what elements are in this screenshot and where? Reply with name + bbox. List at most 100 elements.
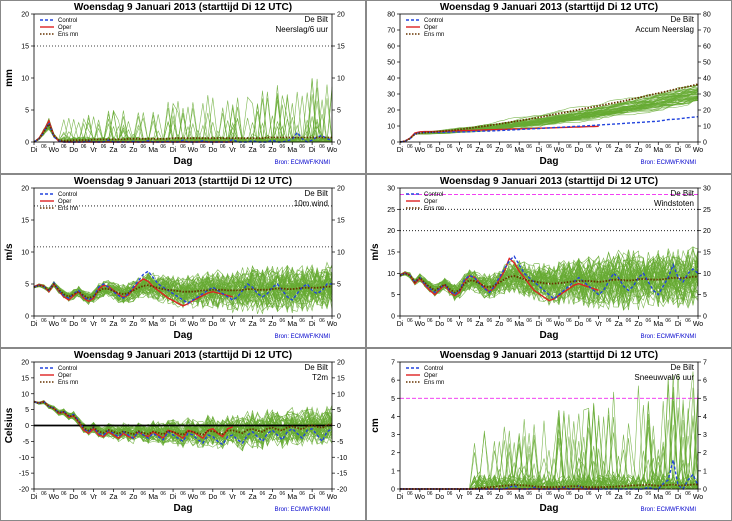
station-label: De Bilt [670, 363, 694, 372]
y-tick-label-left: 50 [387, 60, 395, 67]
y-tick-label-left: 25 [387, 207, 395, 214]
x-tick-label: Wo [693, 147, 703, 154]
accum-neerslag-panel: Woensdag 9 Januari 2013 (starttijd Di 12… [366, 0, 732, 174]
x-minor-tick-label: 06 [606, 318, 612, 324]
x-tick-label: Wo [188, 321, 198, 328]
x-tick-label: Di [397, 147, 404, 154]
x-tick-label: Do [435, 494, 444, 501]
x-minor-tick-label: 06 [101, 491, 107, 497]
x-tick-label: Do [574, 147, 583, 154]
y-tick-label-right: 5 [337, 282, 341, 289]
x-tick-label: Ma [287, 321, 297, 328]
x-minor-tick-label: 06 [220, 144, 226, 150]
x-minor-tick-label: 06 [665, 144, 671, 150]
x-tick-label: Zo [129, 494, 137, 501]
x-minor-tick-label: 06 [180, 144, 186, 150]
station-label: De Bilt [670, 15, 694, 24]
x-tick-label: Do [435, 147, 444, 154]
x-minor-tick-label: 06 [526, 318, 532, 324]
y-tick-label-left: 4 [391, 414, 395, 421]
y-axis-label: m/s [370, 243, 381, 261]
legend-label: Oper [424, 25, 437, 31]
legend-label: Control [58, 366, 77, 372]
legend-label: Ens mn [424, 32, 444, 38]
y-tick-label-left: 1 [391, 468, 395, 475]
x-minor-tick-label: 06 [240, 144, 246, 150]
y-tick-label-right: 20 [337, 12, 345, 19]
y-tick-label-right: 5 [703, 396, 707, 403]
y-axis-label: m/s [4, 243, 15, 261]
y-tick-label-left: 10 [21, 250, 29, 257]
x-tick-label: Vr [90, 321, 97, 328]
legend-label: Ens mn [58, 206, 78, 212]
x-minor-tick-label: 06 [487, 144, 493, 150]
x-tick-label: Di [675, 321, 682, 328]
legend-label: Control [424, 366, 443, 372]
x-tick-label: Za [475, 494, 483, 501]
y-tick-label-left: 20 [387, 108, 395, 115]
x-minor-tick-label: 06 [81, 491, 87, 497]
x-minor-tick-label: 06 [506, 144, 512, 150]
x-minor-tick-label: 06 [299, 491, 305, 497]
station-label: De Bilt [670, 189, 694, 198]
y-tick-label-left: 80 [387, 12, 395, 19]
y-tick-label-left: -10 [19, 455, 29, 462]
sneeuwval-panel: Woensdag 9 Januari 2013 (starttijd Di 12… [366, 348, 732, 521]
x-minor-tick-label: 06 [61, 144, 67, 150]
x-minor-tick-label: 06 [407, 144, 413, 150]
x-minor-tick-label: 06 [506, 491, 512, 497]
x-minor-tick-label: 06 [646, 144, 652, 150]
x-minor-tick-label: 06 [280, 318, 286, 324]
y-tick-label-left: 5 [25, 407, 29, 414]
y-tick-label-right: 6 [703, 378, 707, 385]
x-minor-tick-label: 06 [586, 318, 592, 324]
y-tick-label-left: 15 [21, 44, 29, 51]
variable-label: 10m wind [294, 199, 328, 208]
x-tick-label: Vr [595, 321, 602, 328]
x-minor-tick-label: 06 [140, 491, 146, 497]
source-label: Bron: ECMWF/KNMI [641, 160, 697, 166]
x-minor-tick-label: 06 [299, 144, 305, 150]
ens-mean-line [33, 282, 332, 300]
x-tick-label: Zo [129, 321, 137, 328]
panel-title: Woensdag 9 Januari 2013 (starttijd Di 12… [74, 2, 292, 13]
x-minor-tick-label: 06 [160, 144, 166, 150]
x-minor-tick-label: 06 [526, 491, 532, 497]
x-tick-label: Ma [287, 147, 297, 154]
x-tick-label: Di [536, 321, 543, 328]
oper-line [33, 278, 233, 307]
legend-label: Oper [424, 373, 437, 379]
x-tick-label: Zo [129, 147, 137, 154]
control-line [399, 255, 699, 300]
x-tick-label: Za [109, 494, 117, 501]
y-tick-label-left: 20 [21, 360, 29, 367]
y-tick-label-right: 0 [703, 314, 707, 321]
x-minor-tick-label: 06 [685, 318, 691, 324]
y-tick-label-left: 20 [21, 12, 29, 19]
x-minor-tick-label: 06 [121, 318, 127, 324]
ensemble-member-line [399, 250, 699, 309]
x-tick-label: Di [31, 494, 38, 501]
source-label: Bron: ECMWF/KNMI [275, 334, 331, 340]
x-tick-label: Za [475, 321, 483, 328]
y-tick-label-left: -15 [19, 471, 29, 478]
x-tick-label: Vr [456, 494, 463, 501]
ens-mean-line [399, 83, 699, 143]
x-tick-label: Wo [693, 321, 703, 328]
x-tick-label: Zo [495, 494, 503, 501]
y-tick-label-left: 0 [391, 487, 395, 494]
x-tick-label: Vr [90, 147, 97, 154]
legend-label: Ens mn [58, 32, 78, 38]
x-minor-tick-label: 06 [140, 318, 146, 324]
y-tick-label-right: 15 [337, 375, 345, 382]
x-tick-label: Ma [287, 494, 297, 501]
x-minor-tick-label: 06 [407, 318, 413, 324]
axes-frame [399, 361, 699, 490]
x-minor-tick-label: 06 [160, 491, 166, 497]
y-tick-label-right: 25 [703, 207, 711, 214]
ensemble-member-line [33, 267, 333, 310]
panel-title: Woensdag 9 Januari 2013 (starttijd Di 12… [74, 350, 292, 361]
x-minor-tick-label: 06 [101, 144, 107, 150]
y-tick-label-left: 40 [387, 76, 395, 83]
y-tick-label-right: 10 [703, 124, 711, 131]
